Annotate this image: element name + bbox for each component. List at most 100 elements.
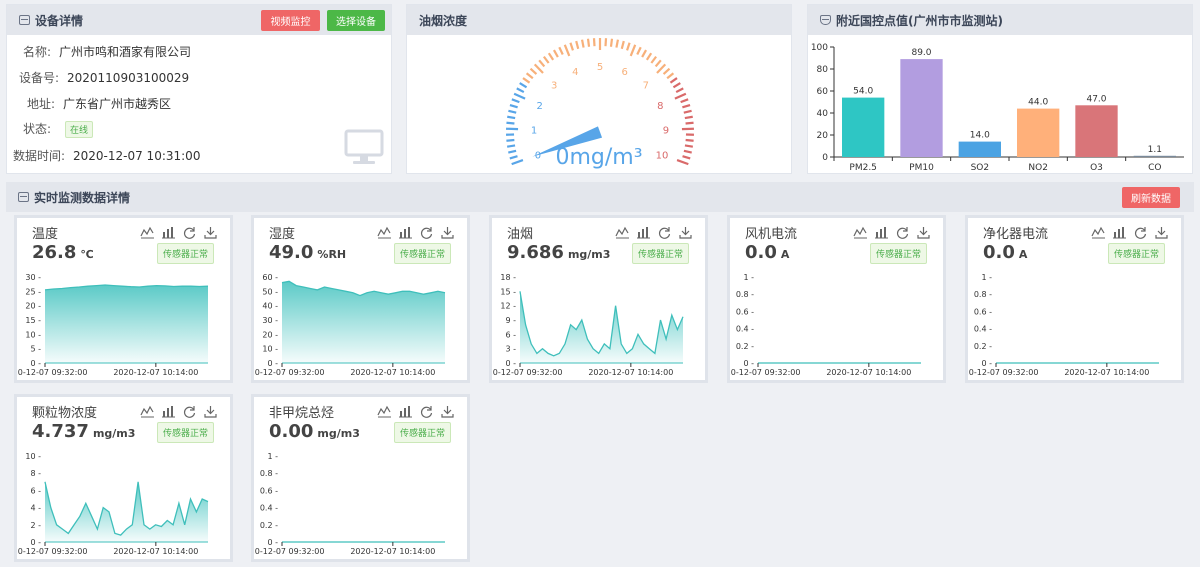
y-tick-label: 40 (817, 109, 829, 119)
y-tick-label: 0 - (30, 538, 41, 547)
sensor-unit: A (1018, 248, 1028, 261)
video-monitor-button[interactable]: 视频监控 (261, 10, 320, 31)
bar-so2[interactable] (958, 141, 1001, 157)
refresh-icon[interactable] (419, 403, 434, 418)
sensor-value: 9.686 mg/m3 (507, 242, 611, 263)
gauge-tick (511, 98, 520, 104)
gauge-tick (680, 98, 689, 104)
device-address-row: 地址: 广东省广州市越秀区 (26, 97, 172, 111)
y-tick-label: 6 - (30, 486, 41, 495)
gauge-tick-label: 5 (597, 62, 603, 73)
download-icon[interactable] (916, 224, 931, 239)
download-icon[interactable] (203, 403, 218, 418)
gauge-tick (592, 38, 596, 47)
trend-line (44, 284, 209, 291)
line-chart-icon[interactable] (140, 224, 155, 239)
y-tick-label: 10 - (262, 345, 278, 354)
gauge-tick (676, 159, 689, 166)
refresh-icon[interactable] (1133, 224, 1148, 239)
gauge-tick (682, 155, 691, 160)
bar-pm25[interactable] (842, 97, 885, 157)
refresh-icon[interactable] (182, 224, 197, 239)
chart-toolbox (1091, 224, 1169, 239)
bar-pm10[interactable] (900, 59, 943, 157)
line-chart-icon[interactable] (377, 403, 392, 418)
line-chart-icon[interactable] (1091, 224, 1106, 239)
y-tick-label: 0.2 - (260, 521, 278, 530)
y-tick-label: 15 - (25, 316, 41, 325)
line-chart-icon[interactable] (615, 224, 630, 239)
bar-value-label: 89.0 (911, 48, 931, 58)
gauge-tick (529, 67, 538, 75)
x-tick-label: PM2.5 (849, 163, 877, 173)
bar-chart-icon[interactable] (161, 403, 176, 418)
refresh-button[interactable]: 刷新数据 (1122, 187, 1180, 208)
trend-area (282, 281, 445, 363)
sensor-title: 温度 (32, 227, 59, 242)
refresh-icon[interactable] (895, 224, 910, 239)
monitor-icon (18, 192, 29, 202)
download-icon[interactable] (1154, 224, 1169, 239)
x-tick-label: 2020-12-07 10:14:00 (1064, 368, 1149, 377)
gauge-tick (615, 39, 620, 48)
gauge-tick (641, 49, 648, 58)
trend-area (45, 481, 208, 542)
download-icon[interactable] (203, 224, 218, 239)
select-device-button[interactable]: 选择设备 (327, 10, 385, 31)
bar-chart-icon[interactable] (874, 224, 889, 239)
gauge-tick (683, 109, 692, 114)
bar-chart-icon[interactable] (398, 224, 413, 239)
gauge-tick (609, 38, 614, 47)
sensor-unit: A (780, 248, 790, 261)
bar-no2[interactable] (1017, 108, 1060, 157)
bar-chart-icon[interactable] (636, 224, 651, 239)
line-chart-icon[interactable] (853, 224, 868, 239)
bar-chart-icon[interactable] (398, 403, 413, 418)
gauge-tick (684, 115, 693, 120)
download-icon[interactable] (440, 403, 455, 418)
refresh-icon[interactable] (419, 224, 434, 239)
chart-toolbox (853, 224, 931, 239)
y-tick-label: 2 - (30, 521, 41, 530)
bar-chart-icon[interactable] (161, 224, 176, 239)
bar-chart-icon[interactable] (1112, 224, 1127, 239)
y-tick-label: 0.6 - (736, 307, 754, 316)
x-tick-label: 2020-12-07 10:14:00 (350, 547, 435, 556)
line-chart-icon[interactable] (377, 224, 392, 239)
y-tick-label: 40 - (262, 302, 278, 311)
gauge-tick (666, 72, 675, 80)
sensor-title: 油烟 (507, 227, 534, 242)
y-tick-label: 0 - (981, 359, 992, 368)
sensor-unit: ℃ (80, 248, 94, 261)
sensor-trend-chart: 0 - 0.2 - 0.4 - 0.6 - 0.8 - 1 - 2020-12-07 09:… (968, 273, 1159, 377)
sensor-unit: %RH (317, 248, 347, 261)
bar-o3[interactable] (1075, 105, 1118, 157)
gauge-tick (675, 87, 684, 94)
refresh-icon[interactable] (657, 224, 672, 239)
line-chart-icon[interactable] (140, 403, 155, 418)
sensor-card: 净化器电流 0.0 A 传感器正常 0 - 0.2 - 0.4 - 0.6 - 0.8 - 1 -… (965, 215, 1184, 383)
gauge-value-text: 0mg/m³ (555, 145, 643, 170)
gauge-tick (575, 40, 580, 50)
x-tick-label: 2020-12-07 10:14:00 (113, 368, 198, 377)
aqi-panel: 附近国控点值(广州市市监测站) 0 20 40 60 80 100 54.0 PM2.5 89.… (807, 4, 1193, 174)
bar-co[interactable] (1133, 155, 1176, 157)
download-icon[interactable] (440, 224, 455, 239)
device-panel-header: 设备详情 视频监控 选择设备 (7, 5, 391, 35)
bar-value-label: 14.0 (970, 131, 990, 141)
x-tick-label: 2020-12-07 09:32:00 (968, 368, 1038, 377)
gauge-tick-label: 1 (531, 126, 537, 137)
y-tick-label: 1 - (267, 452, 278, 461)
gauge-tick (506, 138, 515, 142)
sensor-status-badge: 传感器正常 (393, 243, 451, 264)
sensor-status-badge: 传感器正常 (1107, 243, 1165, 264)
refresh-icon[interactable] (182, 403, 197, 418)
gauge-tick (620, 40, 625, 50)
y-tick-label: 20 - (25, 302, 41, 311)
sensor-value: 0.0 A (983, 242, 1028, 263)
sensor-trend-chart: 0 - 5 - 10 - 15 - 20 - 25 - 30 - 2020-12-07 09:… (17, 273, 209, 377)
gauge-tick (684, 144, 694, 148)
device-status-row: 状态: 在线 (7, 120, 94, 138)
download-icon[interactable] (678, 224, 693, 239)
sensor-value: 26.8 ℃ (32, 242, 94, 263)
